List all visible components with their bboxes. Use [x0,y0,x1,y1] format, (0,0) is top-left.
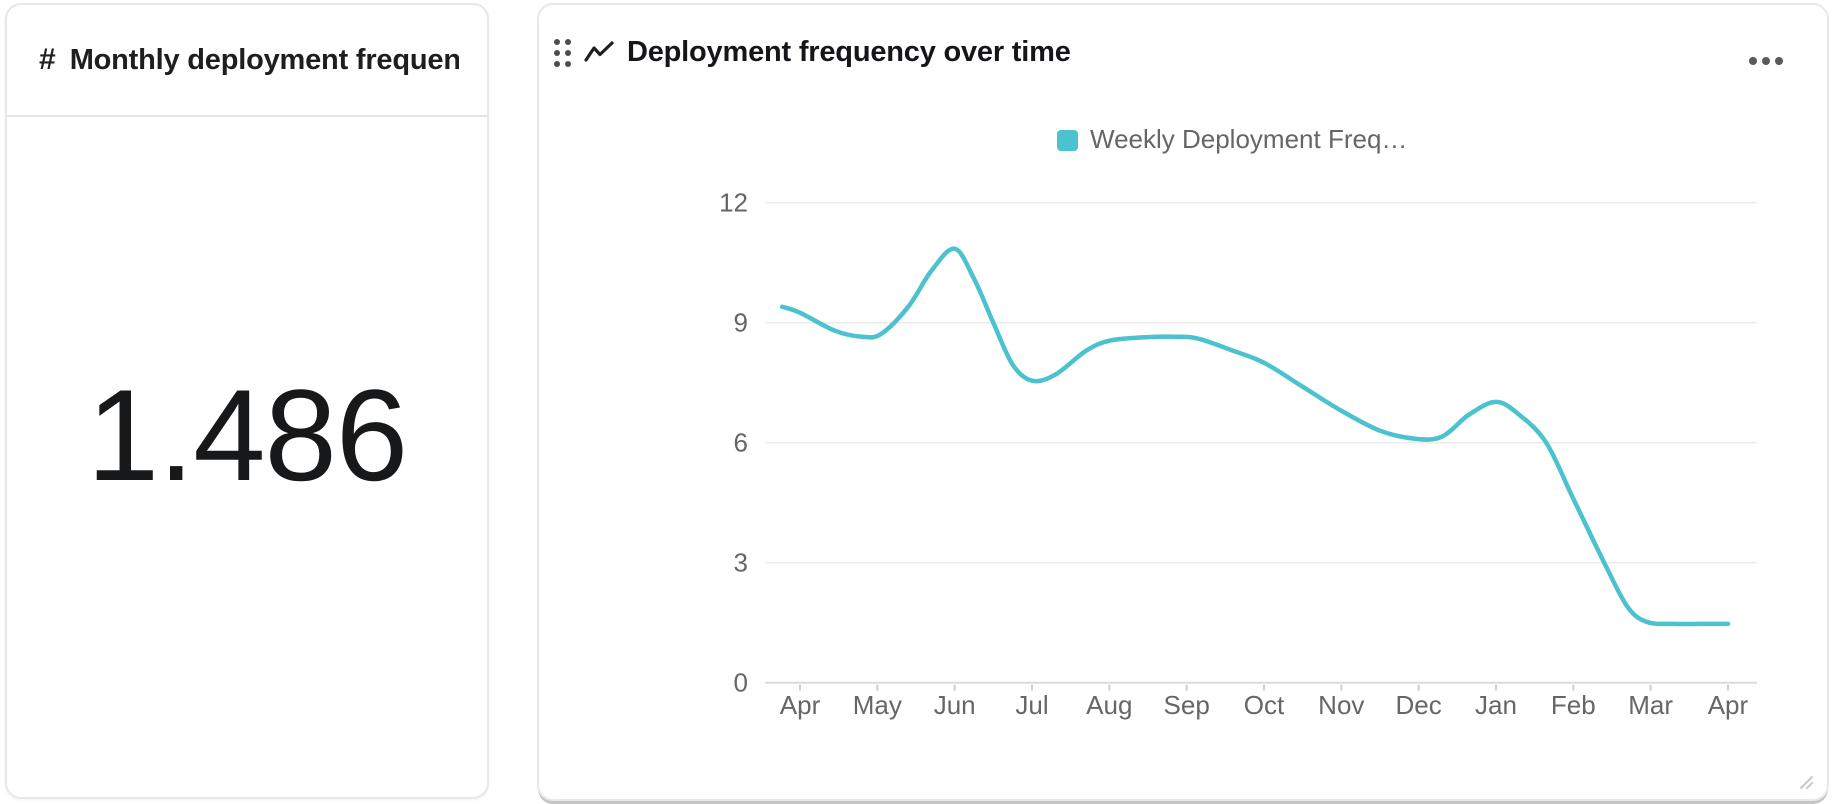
legend-item-weekly-deployment-frequency[interactable]: Weekly Deployment Freq… [1057,124,1407,154]
line-chart-icon [584,40,614,65]
x-axis-label: Oct [1244,690,1285,720]
kpi-widget-title: Monthly deployment frequen… [69,43,459,76]
chart-widget-title: Deployment frequency over time [627,36,1071,68]
x-axis-label: Sep [1164,690,1210,720]
x-axis-label: Aug [1086,690,1132,720]
x-axis-label: May [853,690,902,720]
kpi-body: 1.486 [7,117,487,797]
legend-swatch [1057,130,1078,151]
x-axis-label: Jun [934,690,976,720]
drag-handle-icon[interactable] [554,38,571,67]
x-axis-label: Apr [1708,690,1749,720]
x-axis-label: Jul [1015,690,1048,720]
y-axis-label: 12 [719,188,748,218]
series-line-weekly-deployment-frequency [779,246,1731,627]
chart-widget-header: Deployment frequency over time [539,5,1827,100]
y-axis-label: 3 [734,548,748,578]
x-axis-label: Feb [1551,690,1596,720]
x-axis-label: Mar [1628,690,1673,720]
deployment-frequency-chart: 0 3 6 9 12 Apr May Jun Jul Aug Sep Oct Nov Dec Jan Feb M… [719,124,1757,720]
x-axis-label: Apr [780,690,821,720]
resize-handle[interactable] [1795,771,1815,791]
number-widget-icon: # [39,43,56,76]
legend-label: Weekly Deployment Freq… [1090,124,1407,154]
y-axis-label: 0 [734,668,748,698]
x-axis-label: Dec [1396,690,1442,720]
widget-monthly-deployment-frequency: # Monthly deployment frequen… 1.486 [5,3,489,799]
more-options-button[interactable] [1745,53,1787,69]
y-axis-label: 6 [734,428,748,458]
x-axis-label: Jan [1475,690,1517,720]
x-axis-label: Nov [1318,690,1364,720]
widget-deployment-frequency-over-time: Deployment frequency over time 0 3 6 9 12 Apr… [537,3,1829,801]
kpi-widget-header: # Monthly deployment frequen… [7,5,487,117]
ellipsis-icon [1749,57,1757,65]
y-axis-label: 9 [734,308,748,338]
kpi-value: 1.486 [86,362,408,508]
